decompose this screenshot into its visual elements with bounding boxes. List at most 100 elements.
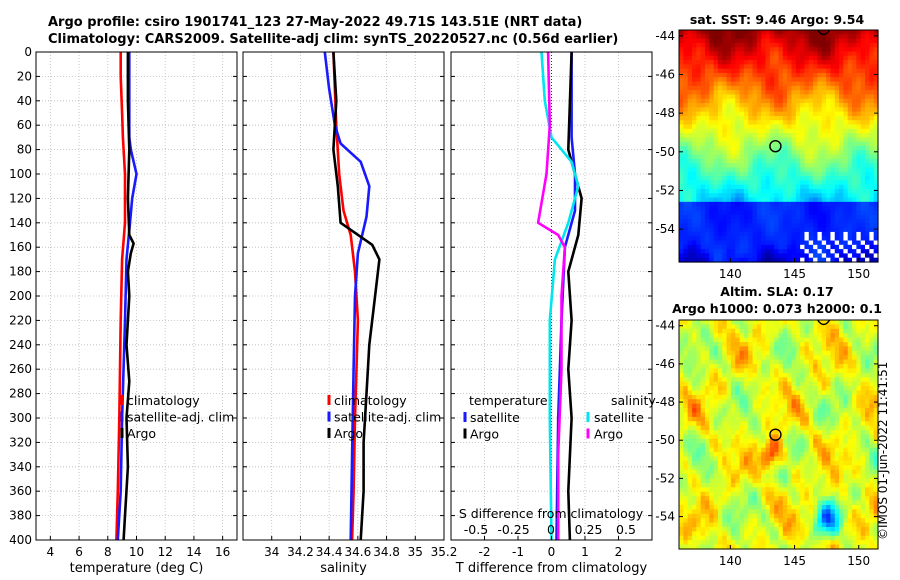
sla-map-cell [834, 522, 840, 528]
sla-map-cell [696, 460, 702, 466]
sla-map-cell [774, 342, 780, 348]
sla-map-cell [873, 372, 879, 378]
sst-map-xtick-label: 150 [847, 267, 870, 281]
sst-map-cell [743, 158, 749, 164]
sst-map-cell [800, 111, 806, 117]
sla-map-cell [691, 478, 697, 484]
sla-map-cell [839, 350, 844, 356]
sla-map-cell [696, 416, 702, 422]
sla-map-cell [821, 478, 827, 484]
sla-map-cell [852, 522, 857, 528]
sla-map-cell [778, 478, 784, 484]
sla-map-cell [730, 346, 736, 352]
sst-map-cell [735, 257, 741, 263]
sst-map-cell [691, 171, 697, 177]
sst-map-cell [743, 223, 749, 229]
sla-map-cell [869, 346, 875, 352]
sla-map-cell [696, 526, 702, 532]
sst-map-cell [765, 214, 771, 220]
sst-map-cell [722, 38, 728, 44]
sla-map-cell [774, 403, 780, 409]
sst-map-cell [691, 72, 697, 78]
sst-map-cell [683, 154, 689, 160]
sla-map-cell [709, 434, 715, 440]
sla-map-cell [683, 460, 689, 466]
sst-map-cell [869, 111, 875, 117]
sst-map-cell [873, 253, 879, 259]
sla-map-cell [817, 377, 823, 383]
sst-map-cell [709, 244, 715, 250]
sst-map-cell [782, 188, 788, 194]
sla-map-cell [813, 487, 819, 493]
sst-map-float-marker [769, 139, 782, 153]
sst-map-cell [683, 47, 689, 53]
sla-map-cell [700, 324, 706, 330]
sst-map-cell [852, 210, 857, 216]
sla-map-cell [679, 377, 684, 383]
sst-map-cell [765, 231, 771, 237]
sla-map-cell [726, 518, 732, 524]
sla-map-cell [726, 504, 732, 510]
sla-map-cell [869, 478, 875, 484]
sla-map-cell [782, 522, 788, 528]
sla-map-cell [704, 408, 710, 414]
sst-map-cell [726, 141, 732, 147]
diff-legend-label: Argo [470, 427, 499, 442]
sla-map-cell [730, 491, 736, 497]
sla-map-cell [821, 496, 827, 502]
sst-map-cell [852, 236, 857, 242]
sst-map-cell [683, 167, 689, 173]
sst-map-cell [722, 236, 728, 242]
sla-map-cell [769, 487, 775, 493]
sla-map-cell [739, 438, 745, 444]
sla-map-cell [839, 394, 844, 400]
sla-map-cell [743, 491, 749, 497]
sla-map-cell [687, 342, 693, 348]
sla-map-cell [748, 438, 754, 444]
sst-map-cell [761, 253, 767, 259]
sla-map-cell [691, 333, 697, 339]
sst-map-cell [791, 120, 797, 126]
sla-map-cell [752, 381, 758, 387]
sla-map-cell [709, 425, 715, 431]
sst-map-cell [787, 158, 793, 164]
sla-map-cell [778, 460, 784, 466]
sst-map-cell [735, 176, 741, 181]
sst-map-cell [804, 107, 810, 113]
sst-map-cell [834, 94, 840, 100]
sst-map-cell [752, 244, 758, 250]
sst-map-cell [787, 210, 793, 216]
sla-map-cell [743, 399, 749, 405]
sst-map-cell [730, 47, 736, 53]
sst-map-cell [700, 244, 706, 250]
sla-map-cell [843, 324, 849, 330]
sst-map-cell [869, 171, 875, 177]
sla-map-cell [683, 443, 689, 449]
sst-map-cell [839, 188, 844, 194]
sst-map-cell [847, 244, 853, 250]
sla-map-cell [813, 504, 819, 510]
sst-map-cell [761, 150, 767, 156]
sst-map-cell [722, 137, 728, 143]
sst-map-cell [761, 51, 767, 57]
sla-map-cell [860, 438, 866, 444]
sst-map-cell [787, 55, 793, 61]
sla-map-cell [847, 465, 853, 471]
sla-map-cell [852, 447, 857, 453]
sst-map-cell [717, 146, 723, 151]
sla-map-cell [808, 430, 814, 436]
sla-map-cell [704, 487, 710, 493]
sst-map-cell [869, 141, 875, 147]
sla-map-cell [769, 460, 775, 466]
sst-map-cell [808, 124, 814, 130]
sla-map-cell [869, 350, 875, 356]
sla-map-cell [704, 447, 710, 453]
sla-map-cell [813, 390, 819, 396]
sst-map-cell [722, 128, 728, 134]
sst-map-cell [839, 219, 844, 224]
sst-map-cell [687, 64, 693, 70]
sst-map-cell [839, 124, 844, 130]
sla-map-cell [730, 425, 736, 431]
sst-map-cell [709, 55, 715, 61]
sst-map-cell [843, 90, 849, 96]
